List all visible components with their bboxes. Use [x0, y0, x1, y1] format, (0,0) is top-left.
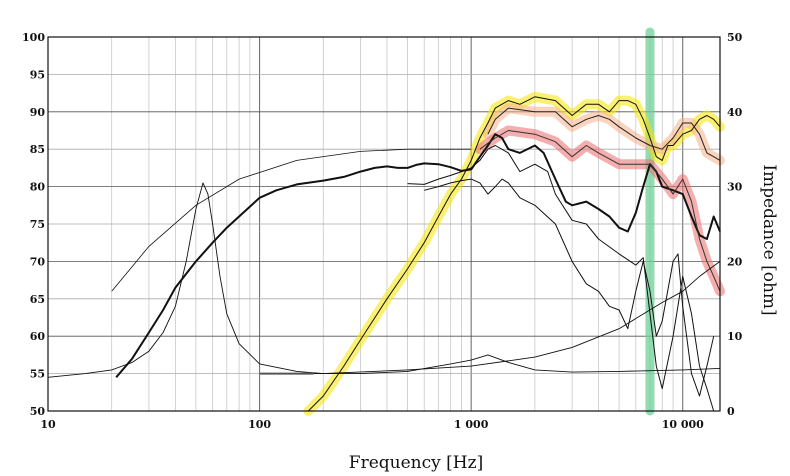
y-tick-label: 80 — [30, 181, 46, 194]
y2-tick-label: 50 — [727, 31, 743, 44]
y-tick-label: 90 — [30, 106, 46, 119]
y-tick-label: 55 — [30, 368, 45, 381]
grid — [47, 36, 720, 412]
plot-frame — [47, 36, 721, 412]
series-layer — [47, 91, 725, 416]
x-tick-label: 10 000 — [662, 418, 704, 431]
y2-axis-title: Impedance [ohm] — [759, 164, 779, 315]
tick-labels: 10 100 1 000 10 000 50 55 60 65 70 75 80 85 90 95 100 0… — [22, 31, 743, 431]
series-line-2 — [407, 145, 715, 412]
series-line-4 — [307, 96, 721, 412]
series-line-6 — [479, 130, 721, 292]
series-line-5 — [487, 107, 721, 161]
x-tick-label: 10 — [40, 418, 56, 431]
y2-tick-label: 30 — [727, 181, 743, 194]
series-line-7 — [111, 148, 472, 292]
x-tick-label: 1 000 — [454, 418, 489, 431]
y2-tick-label: 0 — [727, 405, 735, 418]
y-tick-label: 85 — [30, 143, 45, 156]
series-line-8 — [47, 182, 721, 378]
y-tick-label: 75 — [30, 218, 45, 231]
y2-tick-label: 40 — [727, 106, 743, 119]
y-tick-label: 100 — [22, 31, 45, 44]
series-line-3 — [424, 178, 715, 397]
y2-tick-label: 10 — [727, 330, 743, 343]
y2-tick-label: 20 — [727, 255, 743, 268]
y-tick-label: 65 — [30, 293, 45, 306]
y-tick-label: 50 — [30, 405, 46, 418]
y-tick-label: 95 — [30, 68, 45, 81]
x-axis-title: Frequency [Hz] — [349, 453, 483, 473]
series-line-9 — [259, 261, 721, 375]
x-tick-label: 100 — [248, 418, 271, 431]
y-tick-label: 70 — [30, 255, 46, 268]
y-tick-label: 60 — [30, 330, 46, 343]
